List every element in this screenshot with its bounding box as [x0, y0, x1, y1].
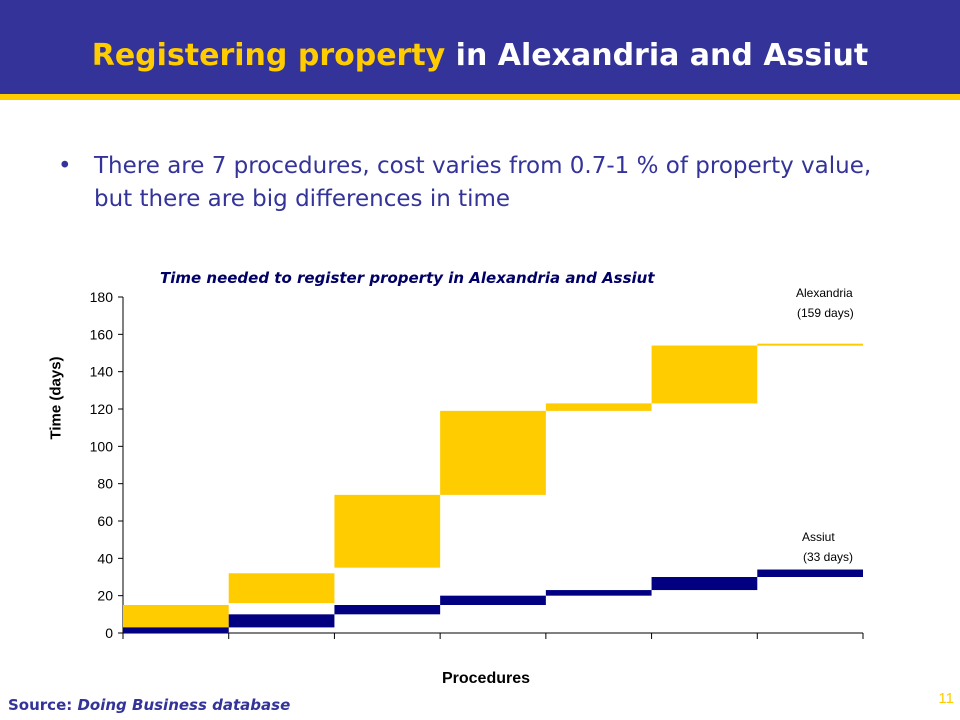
assiut-step-bar: [545, 590, 652, 596]
assiut-series: [123, 569, 863, 633]
slide-title-rest: in Alexandria and Assiut: [445, 38, 869, 73]
alexandria-step-bar: [228, 573, 335, 604]
y-tick-label: 180: [90, 289, 114, 305]
y-axis-title: Time (days): [47, 356, 65, 440]
y-tick-label: 100: [90, 438, 114, 454]
y-axis: 0 20 40 60 80 100 120 140 160 180: [90, 289, 124, 641]
page-number: 11: [938, 690, 954, 707]
y-tick-label: 0: [105, 625, 113, 641]
assiut-step-bar: [228, 614, 335, 628]
assiut-step-bar: [757, 569, 863, 577]
y-tick-label: 40: [97, 550, 113, 566]
source-name: Doing Business database: [77, 696, 291, 714]
alexandria-total-label: (159 days): [797, 306, 854, 320]
y-tick-label: 60: [97, 513, 113, 529]
assiut-total-label: (33 days): [803, 550, 854, 564]
alexandria-series: [123, 343, 863, 633]
y-tick-label: 120: [90, 401, 114, 417]
bullet-marker: •: [58, 153, 72, 179]
source-label: Source:: [8, 696, 73, 714]
y-tick-label: 160: [90, 326, 114, 342]
alexandria-step-bar: [757, 343, 863, 346]
y-tick-label: 80: [97, 476, 113, 492]
slide-title: Registering property in Alexandria and A…: [0, 38, 960, 73]
alexandria-label: Alexandria: [796, 286, 853, 300]
assiut-step-bar: [334, 605, 441, 615]
assiut-step-bar: [651, 577, 758, 591]
assiut-step-bar: [123, 627, 229, 633]
slide-title-highlight: Registering property: [91, 38, 446, 73]
bullet-text: There are 7 procedures, cost varies from…: [94, 153, 872, 212]
assiut-label: Assiut: [802, 530, 835, 544]
alexandria-step-bar: [440, 410, 546, 495]
header-bar: Registering property in Alexandria and A…: [0, 0, 960, 100]
alexandria-step-bar: [651, 345, 758, 404]
alexandria-step-bar: [334, 494, 441, 568]
y-tick-label: 20: [97, 588, 113, 604]
x-axis: [122, 632, 864, 639]
chart-title: Time needed to register property in Alex…: [160, 269, 655, 287]
alexandria-step-bar: [545, 403, 652, 411]
assiut-step-bar: [440, 595, 546, 605]
x-axis-title: Procedures: [441, 670, 531, 687]
y-tick-label: 140: [90, 364, 114, 380]
source-note: Source: Doing Business database: [8, 696, 290, 714]
